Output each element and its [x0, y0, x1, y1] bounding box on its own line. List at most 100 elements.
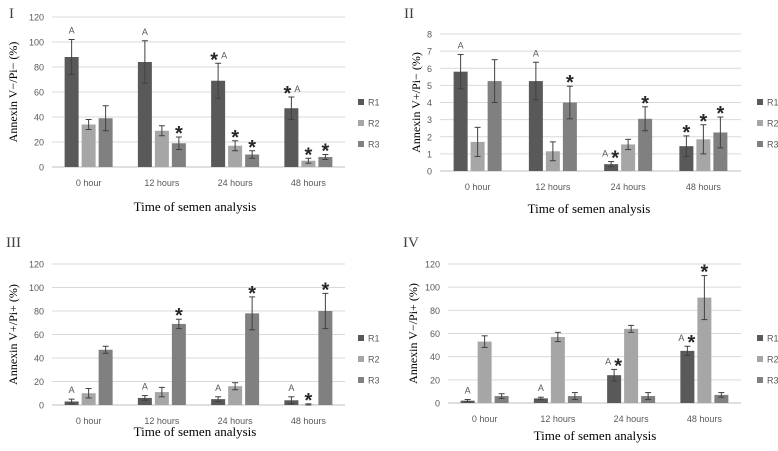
y-tick-label: 8: [427, 30, 432, 40]
x-tick-label: 0 hour: [472, 414, 498, 424]
annotation-a: A: [142, 27, 148, 37]
legend-label: R1: [767, 98, 778, 108]
bar-R2: [81, 393, 96, 405]
panel-label: II: [404, 6, 414, 22]
y-axis-title: Annexin V+/Pi+ (%): [6, 284, 20, 385]
legend-swatch: [757, 141, 763, 147]
x-axis-title: Time of semen analysis: [134, 424, 257, 439]
legend-label: R1: [368, 334, 380, 344]
annotation-a: A: [294, 84, 300, 94]
bar-R2: [696, 139, 711, 171]
bar-R1: [453, 71, 468, 171]
annotation-a: A: [142, 382, 148, 392]
y-tick-label: 3: [427, 115, 432, 125]
legend-swatch: [757, 335, 763, 341]
bar-R1: [680, 350, 695, 403]
annotation-a: A: [678, 333, 684, 343]
y-axis-title: Annexin V+/Pi− (%): [409, 52, 423, 153]
y-tick-label: 120: [29, 13, 44, 23]
x-tick-label: 12 hours: [535, 182, 571, 192]
annotation-star: *: [248, 137, 256, 159]
y-axis-title: Annexin V−/Pi− (%): [6, 42, 20, 143]
bar-R3: [245, 313, 260, 405]
x-tick-label: 48 hours: [291, 416, 327, 426]
y-tick-label: 0: [39, 401, 44, 411]
x-tick-label: 24 hours: [218, 178, 254, 188]
bar-R1: [533, 398, 548, 403]
legend-swatch: [358, 99, 364, 105]
y-tick-label: 100: [29, 283, 44, 293]
annotation-a: A: [69, 26, 75, 36]
y-tick-label: 20: [34, 377, 44, 387]
y-tick-label: 7: [427, 47, 432, 57]
bar-R3: [487, 81, 502, 171]
x-tick-label: 12 hours: [144, 178, 180, 188]
y-tick-label: 100: [425, 283, 440, 293]
x-tick-label: 12 hours: [144, 416, 180, 426]
legend-swatch: [757, 377, 763, 383]
legend-swatch: [757, 99, 763, 105]
legend-label: R3: [767, 376, 778, 386]
x-tick-label: 24 hours: [218, 416, 254, 426]
panel-label: III: [6, 235, 21, 251]
bar-R1: [607, 375, 622, 403]
annotation-star: *: [700, 262, 708, 284]
y-tick-label: 40: [34, 113, 44, 123]
y-tick-label: 0: [39, 163, 44, 173]
annotation-star: *: [699, 111, 707, 133]
legend-swatch: [358, 335, 364, 341]
x-tick-label: 48 hours: [687, 414, 723, 424]
bar-R2: [477, 341, 492, 403]
x-tick-label: 48 hours: [686, 182, 722, 192]
legend-label: R3: [368, 376, 380, 386]
x-tick-label: 0 hour: [76, 416, 102, 426]
x-tick-label: 48 hours: [291, 178, 327, 188]
bar-R3: [98, 349, 113, 405]
y-tick-label: 5: [427, 81, 432, 91]
x-tick-label: 0 hour: [76, 178, 102, 188]
bar-R3: [171, 143, 186, 167]
annotation-star: *: [321, 141, 329, 163]
panel-label: I: [9, 6, 14, 22]
annotation-star: *: [687, 332, 695, 354]
bar-R1: [211, 80, 226, 167]
bar-R1: [284, 108, 299, 167]
y-tick-label: 60: [34, 330, 44, 340]
annotation-star: *: [611, 148, 619, 170]
y-tick-label: 100: [29, 38, 44, 48]
bar-R2: [154, 392, 169, 405]
annotation-star: *: [231, 127, 239, 149]
y-tick-label: 80: [34, 63, 44, 73]
bar-R2: [228, 386, 243, 405]
legend-label: R3: [368, 140, 380, 150]
panel-label: IV: [403, 235, 419, 251]
y-tick-label: 6: [427, 64, 432, 74]
y-tick-label: 40: [34, 354, 44, 364]
annotation-a: A: [533, 48, 539, 58]
bar-R3: [171, 323, 186, 405]
legend-swatch: [358, 356, 364, 362]
y-tick-label: 4: [427, 98, 432, 108]
x-tick-label: 12 hours: [540, 414, 576, 424]
legend-label: R3: [767, 140, 778, 150]
y-axis-title: Annexin V−/Pi+ (%): [406, 283, 420, 384]
y-tick-label: 40: [430, 352, 440, 362]
legend-swatch: [358, 120, 364, 126]
bar-R3: [318, 157, 333, 167]
bar-R2: [624, 328, 639, 403]
bar-R1: [528, 81, 543, 171]
annotation-star: *: [566, 72, 574, 94]
y-tick-label: 120: [29, 260, 44, 270]
y-tick-label: 0: [435, 399, 440, 409]
bar-R1: [137, 62, 152, 167]
y-tick-label: 120: [425, 260, 440, 270]
bar-R1: [137, 397, 152, 405]
annotation-star: *: [304, 390, 312, 412]
y-tick-label: 60: [34, 88, 44, 98]
annotation-star: *: [641, 93, 649, 115]
x-axis-title: Time of semen analysis: [534, 428, 657, 443]
legend-swatch: [358, 377, 364, 383]
x-tick-label: 24 hours: [614, 414, 650, 424]
annotation-star: *: [304, 144, 312, 166]
bar-R2: [81, 124, 96, 167]
